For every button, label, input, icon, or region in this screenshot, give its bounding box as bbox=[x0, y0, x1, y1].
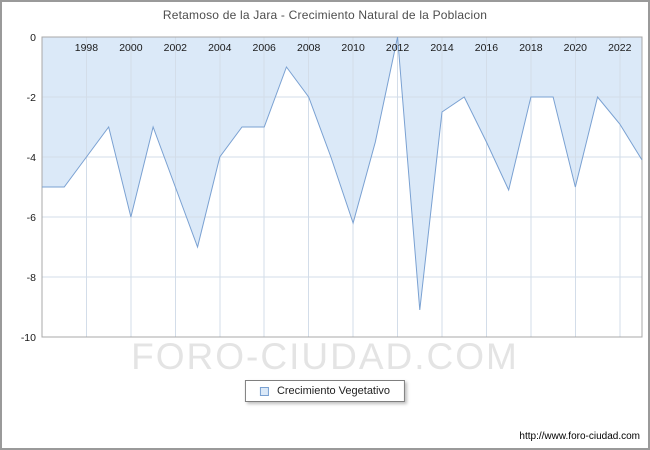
x-tick-label: 2002 bbox=[164, 42, 188, 54]
x-tick-label: 2000 bbox=[119, 42, 143, 54]
y-tick-label: -2 bbox=[27, 92, 36, 104]
x-tick-label: 2004 bbox=[208, 42, 232, 54]
x-tick-label: 2010 bbox=[341, 42, 365, 54]
y-tick-label: -10 bbox=[21, 332, 36, 344]
x-tick-label: 2018 bbox=[519, 42, 543, 54]
y-tick-label: -6 bbox=[27, 212, 36, 224]
legend: Crecimiento Vegetativo bbox=[244, 380, 406, 402]
y-tick-label: -8 bbox=[27, 272, 36, 284]
footer-url: http://www.foro-ciudad.com bbox=[519, 431, 640, 442]
series-line bbox=[42, 36, 643, 311]
x-tick-label: 2016 bbox=[475, 42, 499, 54]
x-tick-label: 1998 bbox=[75, 42, 99, 54]
x-tick-label: 2014 bbox=[430, 42, 454, 54]
y-tick-label: 0 bbox=[30, 32, 36, 44]
x-tick-label: 2012 bbox=[386, 42, 410, 54]
y-tick-label: -4 bbox=[27, 152, 36, 164]
x-tick-label: 2006 bbox=[253, 42, 277, 54]
legend-label: Crecimiento Vegetativo bbox=[276, 385, 391, 397]
x-tick-label: 2020 bbox=[564, 42, 588, 54]
x-tick-label: 2022 bbox=[608, 42, 632, 54]
area-fill bbox=[42, 37, 642, 310]
chart-title: Retamoso de la Jara - Crecimiento Natura… bbox=[162, 8, 488, 22]
x-tick-label: 2008 bbox=[297, 42, 321, 54]
legend-swatch-icon bbox=[259, 386, 269, 396]
